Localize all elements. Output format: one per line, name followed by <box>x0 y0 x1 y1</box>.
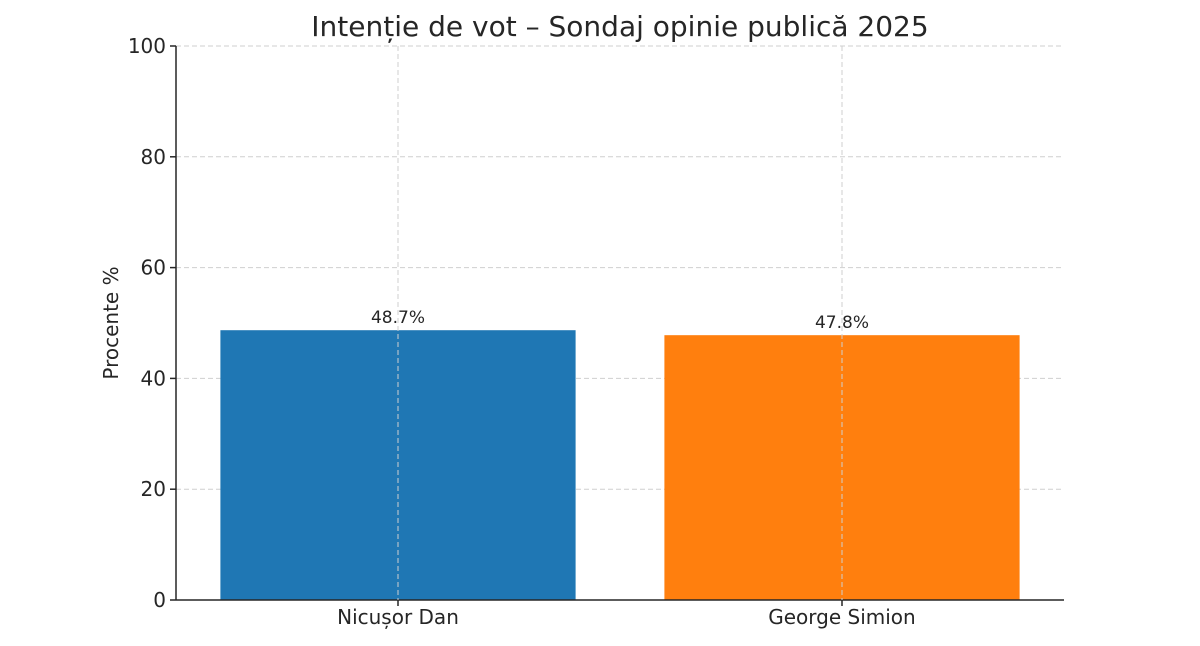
y-axis-label: Procente % <box>99 266 123 379</box>
x-tick-label: George Simion <box>768 605 915 629</box>
y-tick-label: 60 <box>141 256 166 280</box>
y-tick-label: 20 <box>141 477 166 501</box>
axes-layer: 0 20 40 60 80 100 Nicușor Dan George Simion <box>128 34 1064 629</box>
y-tick-label: 100 <box>128 34 166 58</box>
data-label: 47.8% <box>815 313 869 333</box>
x-tick-label: Nicușor Dan <box>337 605 459 629</box>
y-tick-label: 0 <box>153 588 166 612</box>
y-tick-label: 40 <box>141 366 166 390</box>
chart-title: Intenție de vot – Sondaj opinie publică … <box>311 10 928 43</box>
y-tick-label: 80 <box>141 145 166 169</box>
labels-layer: 48.7% 47.8% <box>371 46 869 600</box>
bar <box>664 335 1020 600</box>
bars-layer <box>220 330 1020 600</box>
data-label: 48.7% <box>371 308 425 328</box>
